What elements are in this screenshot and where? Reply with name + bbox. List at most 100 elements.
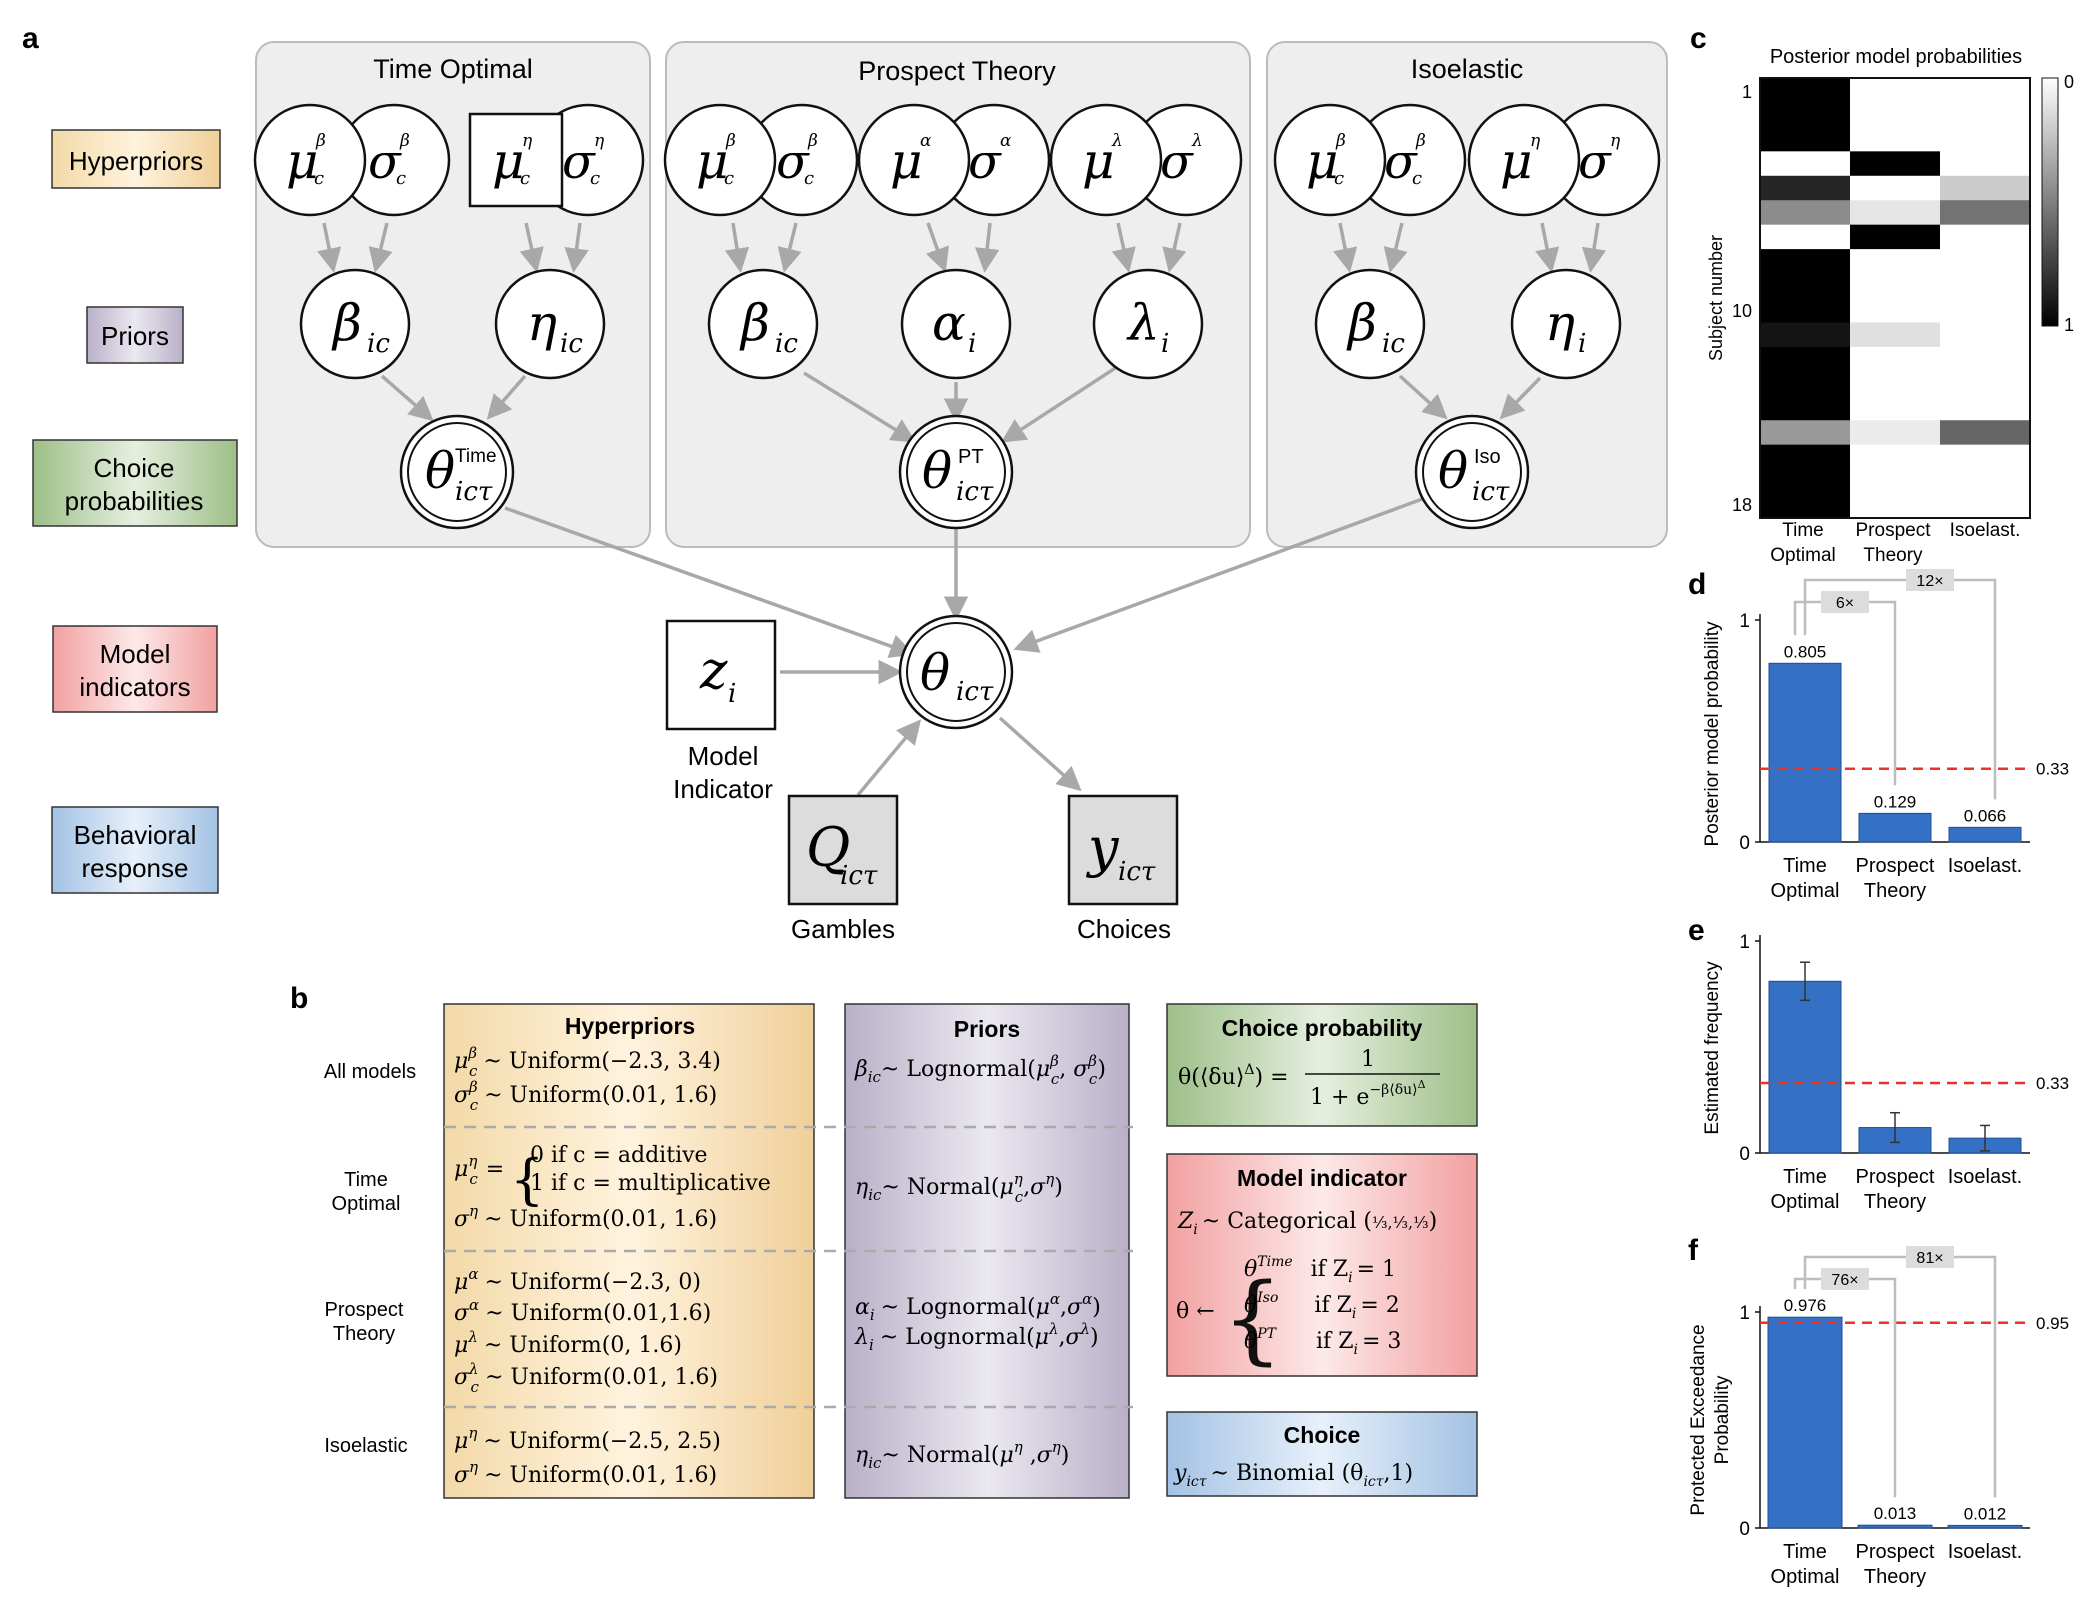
formula: ηic~ Normal(μη c,ση) [855,1170,1063,1206]
node-subscript: ic [1382,329,1405,359]
left-label-hyperpriors: Hyperpriors [51,129,221,189]
heatmap-cell [1850,298,1941,323]
node-symbol: σ [1160,134,1194,190]
heatmap-ytick: 10 [1732,301,1752,321]
heatmap [1760,78,2031,519]
choice-prob-node-iso: θ Iso icτ [1414,414,1530,530]
y-axis-label: Protected Exceedance Probability [1688,1324,1733,1515]
y-axis-label: Posterior model probability [1702,621,1723,846]
panel-d-letter: d [1688,568,1706,601]
node-subscript: icτ [1118,857,1156,887]
heatmap-cell [1940,395,2031,421]
node-subscript: icτ [956,477,994,507]
hyperprior-mu-node [1467,103,1581,217]
box-title: Choice probability [1222,1015,1423,1041]
formula: 1 + e−β⟨δu⟩Δ [1310,1078,1426,1110]
x-category-label: Time [1783,1166,1827,1188]
heatmap-ylabel: Subject number [1706,235,1726,361]
node-subscript: i [1578,329,1586,359]
priors-title: Priors [954,1016,1020,1042]
hyperprior-pair-eta-iso: μη σ η [1467,103,1661,217]
node-superscript: Time [455,446,497,467]
bar-chart-e: 0 1 Estimated frequency 0.33 Time Optimal Pros… [1702,932,2069,1213]
heatmap-cell [1760,249,1851,275]
brace: { [510,1148,544,1211]
node-superscript: β [807,131,818,151]
heatmap-xcat: Theory [1863,545,1923,566]
heatmap-xcat: Isoelast. [1950,520,2021,541]
heatmap-cell [1760,102,1851,128]
edge [1013,496,1426,653]
panel-c-letter: c [1690,22,1707,55]
heatmap-cell [1940,322,2031,348]
hyperprior-formulas: μβ c ~ Uniform(−2.3, 3.4) σβ c ~ Uniform(0.0… [454,1044,771,1488]
node-superscript: η [1530,131,1541,151]
heatmap-cell [1850,395,1941,421]
node-superscript: β [399,131,410,151]
heatmap-xcat: Time [1782,520,1824,541]
left-label-text: Choice [94,453,175,483]
bar [1768,662,1842,843]
ratio-bracket [1803,578,1997,800]
heatmap-cell [1940,224,2031,250]
hyperprior-mu-node [253,103,367,217]
heatmap-cell [1940,273,2031,299]
formula: μβ c ~ Uniform(−2.3, 3.4) [454,1044,721,1080]
edge [380,374,434,422]
hyperprior-mu-node [857,103,971,217]
node-superscript: β [1335,131,1346,151]
brace: { [1222,1263,1283,1375]
formula: ση ~ Uniform(0.01, 1.6) [454,1202,717,1232]
heatmap-cell [1850,273,1941,299]
node-superscript: λ [1191,131,1203,151]
node-subscript: c [804,168,814,189]
heatmap-cell [1760,78,1851,103]
node-symbol: θ [922,442,952,500]
panel-c: c Posterior model probabilities Subject … [1690,22,2074,566]
edge [777,222,802,273]
ratio-badge [1906,569,1954,591]
group-title-time-optimal: Time Optimal [373,54,533,84]
formula: μλ ~ Uniform(0, 1.6) [454,1328,682,1358]
node-symbol: θ [920,644,950,702]
formula: 1 if c = multiplicative [530,1171,771,1196]
formula: yicτ ~ Binomial (θicτ,1) [1173,1461,1413,1490]
node-symbol: y [1086,816,1120,879]
node-symbol: λ [1126,294,1160,352]
node-subscript: icτ [455,477,493,507]
formula: σβ c ~ Uniform(0.01, 1.6) [454,1078,717,1114]
node-caption: Gambles [791,914,895,944]
node-symbol: μ [1306,132,1339,190]
choice-box: Choice yicτ ~ Binomial (θicτ,1) [1166,1411,1478,1497]
heatmap-cell [1940,420,2031,446]
formula: αi ~ Lognormal(μα,σα) [855,1290,1101,1324]
heatmap-cell [1940,151,2031,177]
heatmap-cell [1760,346,1851,372]
x-category-label: Prospect [1856,1541,1935,1563]
heatmap-cell [1940,346,2031,372]
hyperprior-pair-alpha-pt: μα σ α [857,103,1051,217]
edge [1162,222,1187,273]
panel-d: d 0 1 Posterior model probability 0.805 0.12… [1688,568,2069,902]
bar-value-label: 0.012 [1964,1504,2007,1523]
formula: θTime if Zi = 1 [1244,1254,1396,1286]
ratio-badge [1821,1268,1869,1290]
node-superscript: η [1610,131,1621,151]
formula: ση ~ Uniform(0.01, 1.6) [454,1458,717,1488]
heatmap-cell [1940,126,2031,152]
hyperprior-mu-node [1273,103,1387,217]
hyperprior-mu-node [1049,103,1163,217]
y-axis-label-line: Protected Exceedance [1688,1324,1709,1515]
hyperprior-pair-beta-pt: μβc σ βc [663,103,859,217]
choice-prob-node-pt: θ PT icτ [898,414,1014,530]
x-category-label: Time [1783,855,1827,877]
heatmap-frame [1759,77,2031,519]
x-category-label: Isoelast. [1948,1541,2022,1563]
formula: σα ~ Uniform(0.01,1.6) [454,1296,711,1326]
node-subscript: c [590,168,600,189]
y-tick-label: 1 [1739,932,1750,953]
node-subscript: ic [560,329,583,359]
node-superscript: λ [1111,131,1123,151]
node-superscript: η [522,131,533,151]
bar-value-label: 0.805 [1784,642,1827,661]
